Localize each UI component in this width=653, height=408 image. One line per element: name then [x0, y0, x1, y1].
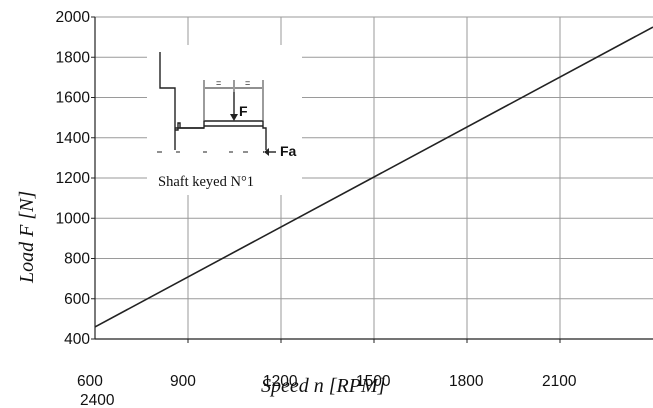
y-tick-label: 1600 [56, 90, 91, 107]
dimension-marks [203, 80, 264, 120]
y-tick-label: 2000 [56, 9, 91, 26]
dim-mark-right: = [245, 78, 250, 88]
series-line [94, 26, 653, 328]
x-tick-label: 1200 [263, 373, 298, 390]
y-tick-label: 1400 [56, 130, 91, 147]
x-tick-label: 600 [77, 373, 103, 390]
inset-background [147, 45, 302, 195]
y-tick-label: 1200 [56, 170, 91, 187]
x-tick-label: 1500 [356, 373, 391, 390]
x-axis-title: Speed n [RPM] [261, 375, 385, 397]
y-tick-label: 600 [64, 291, 90, 308]
axes: 400 600 800 1000 1200 1400 1600 1800 2000 600 900 1… [56, 9, 653, 408]
x-tick-label: 2100 [542, 373, 577, 390]
y-tick-label: 1800 [56, 49, 91, 66]
y-axis-title: Load F [N] [16, 191, 38, 284]
series-layer [94, 26, 653, 328]
force-label: F [239, 103, 248, 119]
x-tick-label: 900 [170, 373, 196, 390]
shaft-inset: = = F Fa Shaft keyed N°1 [147, 45, 302, 195]
dim-mark-left: = [216, 78, 221, 88]
shaft-drawing [157, 52, 267, 153]
y-tick-label: 800 [64, 251, 90, 268]
x-tick-label: 2400 [80, 392, 115, 408]
axial-force-label: Fa [280, 143, 297, 159]
inset-caption: Shaft keyed N°1 [158, 174, 254, 190]
y-tick-label: 1000 [56, 210, 91, 227]
axial-force-arrow [264, 148, 276, 156]
force-arrow [230, 92, 238, 121]
y-tick-label: 400 [64, 331, 90, 348]
x-tick-label: 1800 [449, 373, 484, 390]
